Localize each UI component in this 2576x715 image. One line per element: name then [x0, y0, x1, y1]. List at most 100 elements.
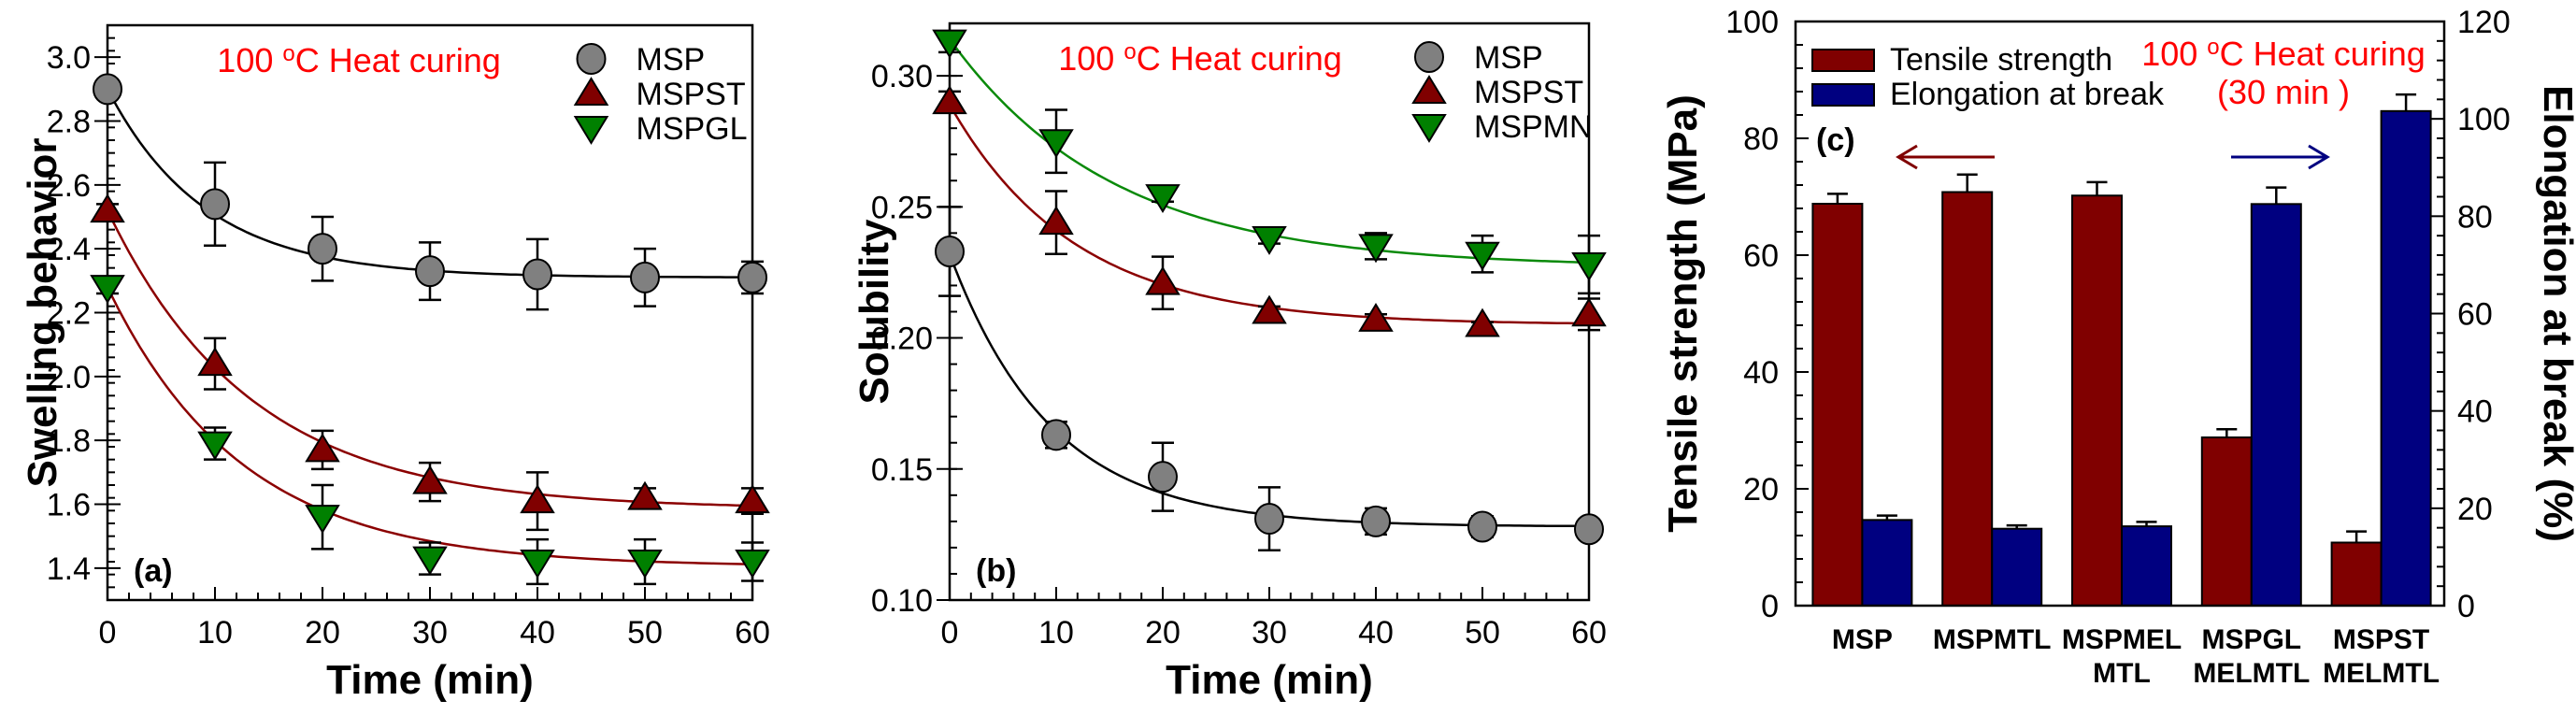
x-axis-title: Time (min)	[326, 657, 534, 703]
y-tick-label: 0	[1761, 589, 1779, 624]
data-point-mspst	[932, 85, 967, 115]
data-point-mspst	[412, 465, 448, 494]
y-tick-label: 40	[1743, 355, 1779, 391]
data-point-mspmn	[1038, 129, 1074, 159]
y-tick-label: 1.8	[47, 423, 91, 459]
x-tick-label: 20	[1145, 615, 1181, 651]
y-tick-label: 2.4	[47, 232, 91, 267]
data-point-mspst	[1252, 294, 1287, 324]
bar-elongation-at-break	[2121, 525, 2172, 608]
bar-elongation-at-break	[1991, 527, 2043, 607]
legend-marker-mspgl	[573, 116, 609, 145]
error-bar	[1956, 173, 1978, 193]
y2-tick-label: 40	[2457, 394, 2493, 430]
x-tick-label: 60	[1571, 615, 1607, 651]
data-point-msp	[522, 258, 552, 291]
y-axis-title: Tensile strength (MPa)	[1660, 94, 1706, 533]
error-bar	[2216, 428, 2238, 437]
y-tick-label: 1.4	[47, 551, 91, 587]
bar-elongation-at-break	[2380, 109, 2432, 608]
y-axis-title: Swelling behavior	[20, 137, 65, 487]
x-tick-label: 30	[1252, 615, 1287, 651]
legend-swatch-tensile-strength	[1811, 49, 1875, 72]
data-point-mspst	[305, 433, 340, 463]
data-point-mspst	[1571, 297, 1607, 327]
heat-curing-annotation: 100 oC Heat curing	[2141, 35, 2426, 73]
annotation-suffix: C Heat curing	[1137, 39, 1342, 78]
legend-label-elongation-at-break: Elongation at break	[1890, 77, 2165, 112]
y-tick-label: 2.6	[47, 168, 91, 204]
annotation-prefix: 100	[2141, 35, 2207, 73]
data-point-mspst	[735, 484, 770, 514]
data-point-msp	[935, 235, 965, 267]
error-bar	[1876, 514, 1897, 521]
fit-curve-msp	[948, 253, 1589, 528]
panel-label: (c)	[1816, 122, 1855, 158]
annotation-prefix: 100	[217, 41, 282, 79]
x-category-label-line: MELMTL	[2193, 658, 2310, 689]
data-point-mspmn	[1465, 241, 1500, 271]
error-bar	[2346, 530, 2368, 543]
error-bar	[2136, 521, 2157, 527]
y2-axis-title: Elongation at break (%)	[2535, 85, 2576, 542]
annotation-suffix: C Heat curing	[2220, 35, 2426, 73]
data-point-mspgl	[412, 546, 448, 576]
heat-curing-annotation: 100 oC Heat curing	[217, 41, 501, 79]
data-point-msp	[630, 261, 660, 293]
data-point-mspmn	[1571, 252, 1607, 281]
y-tick-label: 60	[1743, 238, 1779, 274]
data-point-mspgl	[520, 550, 555, 579]
y2-tick-label: 20	[2457, 492, 2493, 527]
legend-label-msp: MSP	[637, 42, 706, 78]
bar-tensile-strength	[2200, 436, 2253, 607]
y2-tick-label: 60	[2457, 297, 2493, 333]
y2-tick-label: 120	[2457, 5, 2511, 40]
x-category-label-line: MSPGL	[2201, 624, 2301, 655]
legend-label-mspgl: MSPGL	[637, 111, 748, 147]
legend-label-tensile-strength: Tensile strength	[1890, 42, 2112, 78]
legend-label-msp: MSP	[1474, 40, 1543, 76]
x-category-label-line: MSPST	[2333, 624, 2429, 655]
fit-curve-mspgl	[106, 286, 753, 565]
data-point-mspmn	[1358, 234, 1394, 264]
arrow-right-elongation-axis	[2231, 144, 2330, 170]
data-point-mspst	[197, 347, 233, 377]
data-point-mspgl	[305, 505, 340, 535]
arrow-left-tensile-axis	[1896, 144, 1995, 170]
degree-superscript: o	[282, 41, 294, 66]
bar-tensile-strength	[1811, 203, 1864, 607]
data-point-msp	[93, 73, 122, 106]
y-tick-label: 0.15	[871, 452, 933, 488]
data-point-mspst	[90, 193, 125, 223]
panel-a-swelling-chart: 0 10 20 30 40 50 60 1.4 1.6 1.8 2.0 2.2 2.4 2.6 2.8 3.0…	[20, 23, 770, 703]
data-point-msp	[1148, 461, 1178, 493]
x-category-label-line: MSPMEL	[2062, 624, 2182, 655]
data-point-mspst	[627, 480, 663, 510]
y-tick-label: 2.8	[47, 105, 91, 140]
data-point-msp	[1361, 505, 1391, 537]
x-tick-label: 50	[627, 615, 663, 651]
bar-tensile-strength	[1941, 191, 1994, 607]
legend-marker-mspst	[1411, 75, 1447, 104]
heat-curing-annotation: 100 oC Heat curing	[1058, 39, 1342, 78]
y-tick-label: 0.25	[871, 190, 933, 225]
panel-label: (b)	[976, 553, 1016, 589]
y-tick-label: 0.20	[871, 322, 933, 357]
y-tick-label: 2.0	[47, 360, 91, 395]
y2-tick-label: 80	[2457, 199, 2493, 235]
x-category-label-line: MSP	[1832, 624, 1893, 655]
y-tick-label: 3.0	[47, 40, 91, 76]
error-bar	[1826, 193, 1848, 204]
degree-superscript: o	[1123, 39, 1136, 64]
y-tick-label: 0.10	[871, 583, 933, 619]
data-point-mspst	[1465, 307, 1500, 337]
data-point-msp	[1467, 510, 1497, 543]
x-tick-label: 60	[735, 615, 770, 651]
data-point-mspgl	[735, 550, 770, 579]
error-bar	[2266, 186, 2287, 205]
data-point-msp	[1041, 419, 1071, 451]
bar-elongation-at-break	[2250, 203, 2302, 607]
legend-marker-msp	[1414, 41, 1444, 73]
data-point-msp	[1254, 503, 1284, 536]
legend-label-mspst: MSPST	[637, 77, 746, 112]
